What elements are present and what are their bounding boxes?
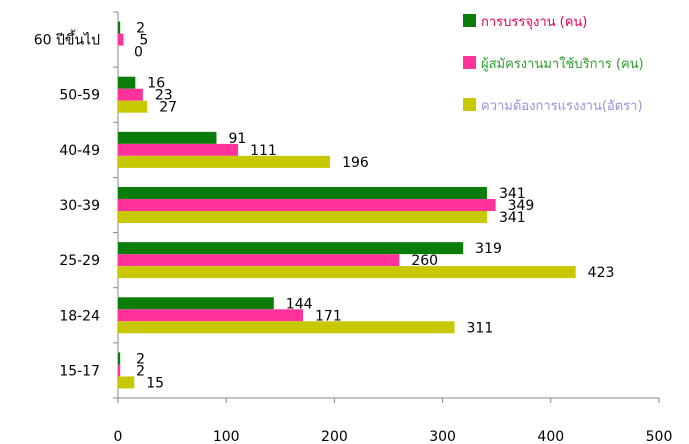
data-label: 16 [147,76,165,92]
bar [118,297,274,310]
legend-swatch [463,14,476,27]
data-label: 319 [475,241,502,257]
x-tick-label: 100 [213,429,240,444]
bar [118,88,143,101]
data-label: 171 [315,308,342,324]
data-label: 423 [588,265,615,281]
x-tick-label: 200 [321,429,348,444]
bar [118,254,400,267]
data-label: 144 [286,296,313,312]
bar [118,76,136,89]
data-label: 0 [134,45,143,61]
x-tick-label: 500 [646,429,673,444]
category-label: 30-39 [59,198,100,214]
category-label: 50-59 [59,88,100,104]
bar [118,266,576,279]
data-label: 2 [136,21,145,37]
x-tick-label: 0 [114,429,123,444]
bar [118,242,464,255]
legend-label: ความต้องการแรงงาน(อัตรา) [481,99,643,114]
data-label: 5 [139,33,148,49]
bar [118,21,121,34]
bar [118,309,304,322]
bar [118,376,135,389]
x-tick-label: 300 [429,429,456,444]
bar [118,352,121,365]
x-axis-ticks: 0 100 200 300 400 500 [114,398,673,444]
data-label: 27 [159,100,177,116]
data-label: 349 [508,198,535,214]
category-label: 40-49 [59,143,100,159]
legend-label: การบรรจุงาน (คน) [481,15,587,30]
bar [118,211,487,223]
legend-label: ผู้สมัครงานมาใช้บริการ (คน) [481,56,644,72]
bar [118,155,331,168]
data-label: 341 [499,210,526,226]
category-label: 18-24 [59,308,100,324]
bar [118,364,121,377]
bar [118,187,487,199]
x-tick-label: 400 [537,429,564,444]
bars [118,21,576,389]
data-label: 2 [136,351,145,367]
bar [118,199,496,211]
data-label: 260 [411,253,438,269]
data-label: 2 [136,363,145,379]
data-label: 311 [467,320,494,336]
category-label: 15-17 [59,363,100,379]
data-labels: 2501623279111119634134934131926042314417… [134,21,614,392]
bar [118,321,455,334]
legend-swatch [463,56,476,69]
data-label: 15 [146,375,164,391]
bar [118,100,148,113]
category-label: 25-29 [59,253,100,269]
bar [118,143,239,156]
bar [118,131,217,144]
data-label: 341 [499,186,526,202]
data-label: 23 [155,88,173,104]
category-label: 60 ปีขึ้นไป [34,30,100,49]
bar [118,33,124,46]
legend-swatch [463,98,476,111]
category-labels: 60 ปีขึ้นไป 50-59 40-49 30-39 25-29 18-24 15-1… [34,11,118,399]
legend: การบรรจุงาน (คน) ผู้สมัครงานมาใช้บริการ (… [463,14,644,114]
data-label: 111 [250,143,277,159]
data-label: 196 [342,155,369,171]
data-label: 91 [228,131,246,147]
